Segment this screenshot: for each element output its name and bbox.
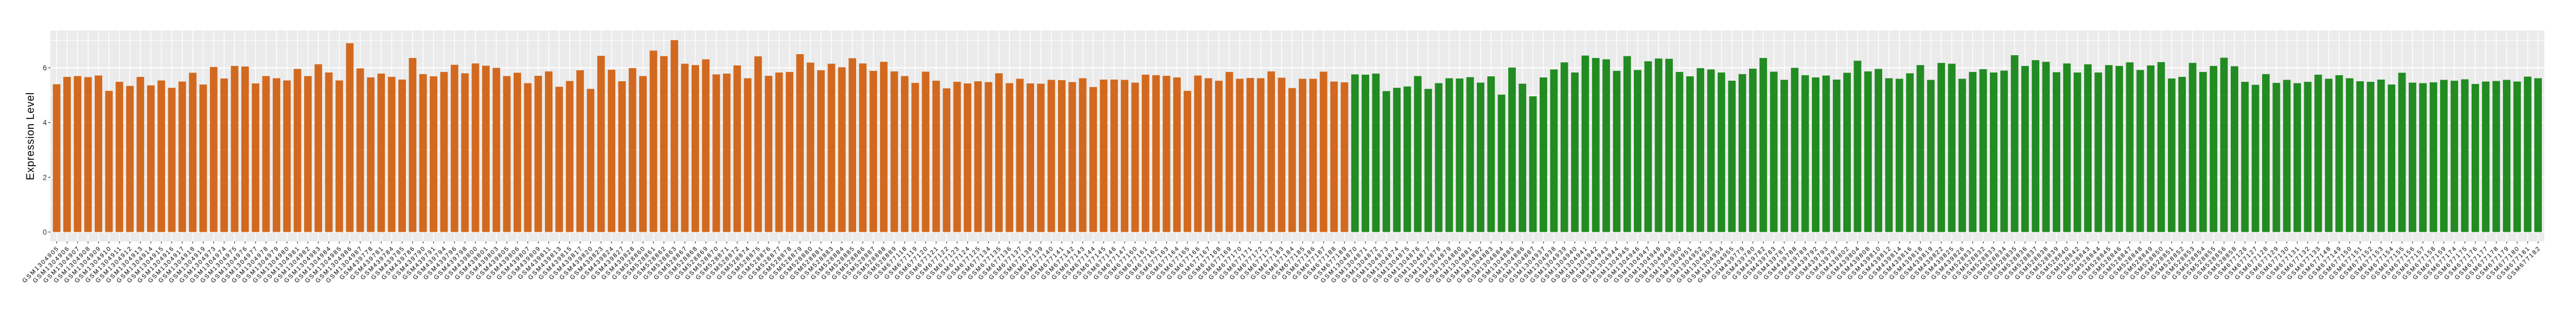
svg-text:4: 4 <box>43 119 47 127</box>
svg-text:2: 2 <box>43 173 47 181</box>
svg-text:Expression Level: Expression Level <box>25 92 37 180</box>
svg-text:6: 6 <box>43 64 47 72</box>
svg-text:0: 0 <box>43 228 47 236</box>
